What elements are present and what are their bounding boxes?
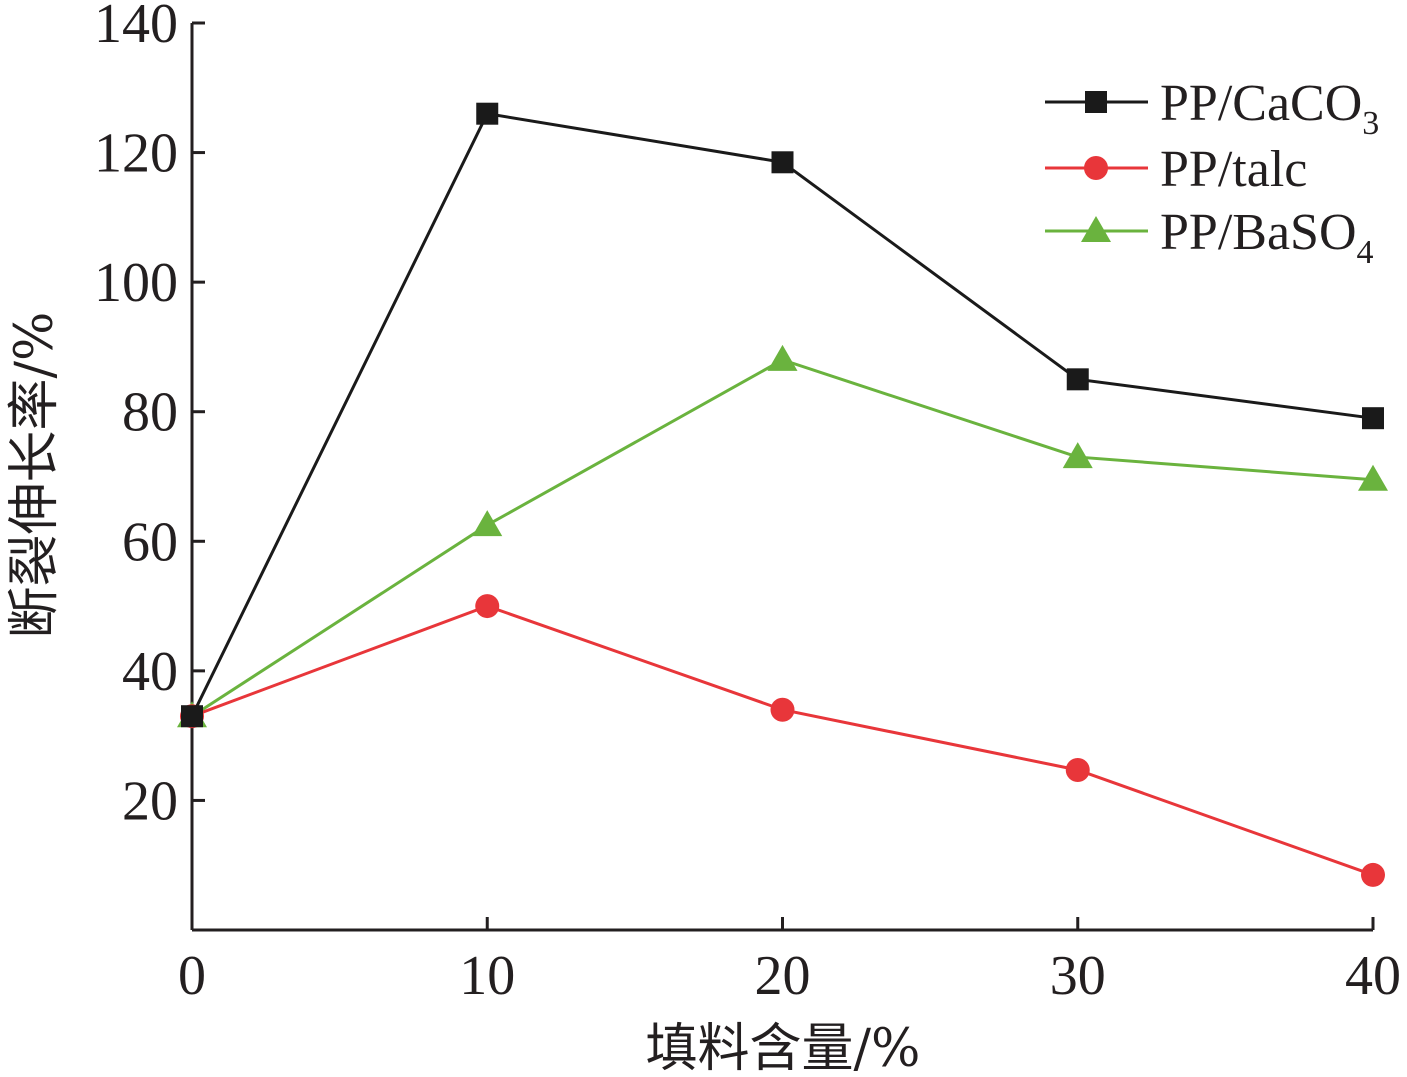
series-pp-caco3: [181, 102, 1384, 728]
y-tick-label: 100: [94, 252, 178, 314]
legend-marker: [1084, 156, 1108, 180]
x-axis-title: 填料含量/%: [646, 1019, 921, 1077]
data-point: [1066, 368, 1089, 391]
data-point: [767, 344, 798, 371]
legend-subscript: 4: [1357, 234, 1374, 271]
data-point: [476, 102, 499, 125]
legend-entry: PP/BaSO4: [1045, 204, 1374, 271]
legend-entry: PP/talc: [1045, 141, 1307, 198]
x-tick-label: 40: [1345, 945, 1401, 1007]
series-pp-talc: [180, 594, 1385, 887]
y-tick-label: 60: [122, 511, 178, 573]
data-point: [1062, 442, 1093, 469]
axes: 20 40 60 80 100 120 140 0 10 20 30 40: [94, 0, 1401, 1007]
y-tick-label: 40: [122, 641, 178, 703]
data-point: [1065, 757, 1090, 782]
legend-entry: PP/CaCO3: [1045, 75, 1379, 142]
legend-label: PP/BaSO4: [1160, 204, 1374, 271]
legend-marker: [1081, 216, 1111, 242]
series-line: [191, 604, 1374, 877]
data-point: [1361, 862, 1385, 887]
series-line: [191, 358, 1374, 718]
data-point: [475, 594, 500, 619]
series-layer: [177, 102, 1388, 887]
y-tick-label: 140: [94, 0, 178, 55]
data-point: [181, 705, 203, 728]
data-point: [771, 151, 794, 174]
data-point: [1362, 407, 1384, 430]
data-point: [770, 697, 795, 722]
x-tick-label: 20: [755, 945, 811, 1007]
y-axis-title: 断裂伸长率/%: [5, 312, 65, 639]
data-point: [472, 510, 503, 537]
x-tick-label: 30: [1050, 945, 1106, 1007]
legend-subscript: 3: [1362, 105, 1379, 142]
legend-label: PP/talc: [1160, 141, 1307, 198]
legend-label: PP/CaCO3: [1160, 75, 1379, 142]
series-pp-baso4: [177, 344, 1388, 728]
x-tick-label: 10: [459, 945, 515, 1007]
y-tick-label: 80: [122, 382, 178, 444]
x-tick-label: 0: [178, 945, 206, 1007]
y-tick-label: 20: [122, 770, 178, 832]
legend-marker: [1085, 91, 1107, 113]
data-point: [1358, 464, 1388, 491]
y-tick-label: 120: [94, 123, 178, 185]
